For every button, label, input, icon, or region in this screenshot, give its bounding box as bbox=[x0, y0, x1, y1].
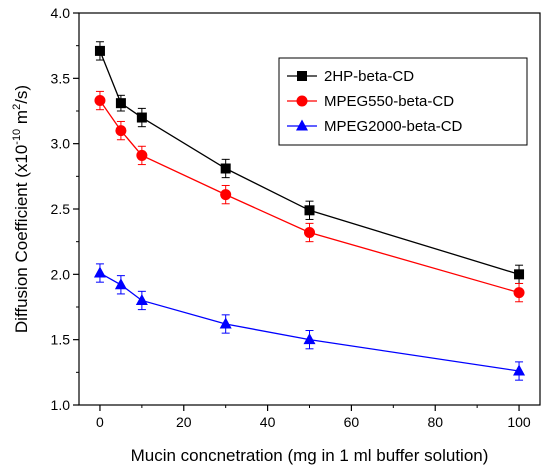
y-tick-label-4: 3.0 bbox=[51, 136, 71, 152]
data-point bbox=[135, 293, 148, 305]
x-tick-label-3: 60 bbox=[344, 414, 360, 430]
series-layer bbox=[93, 41, 526, 381]
x-tick-label-2: 40 bbox=[260, 414, 276, 430]
y-axis-title-end: /s) bbox=[12, 85, 31, 104]
legend: 2HP-beta-CD MPEG550-beta-CD MPEG2000-beta-… bbox=[278, 57, 528, 146]
x-tick-label-4: 80 bbox=[427, 414, 443, 430]
data-point bbox=[220, 163, 231, 174]
legend-label-2: MPEG2000-beta-CD bbox=[324, 118, 463, 135]
y-axis-title-unit: m bbox=[12, 110, 31, 129]
x-tick-label-0: 0 bbox=[96, 414, 104, 430]
data-point bbox=[219, 317, 232, 329]
data-point bbox=[514, 269, 525, 280]
y-tick-label-2: 2.0 bbox=[51, 266, 71, 282]
legend-marker-1 bbox=[296, 95, 308, 107]
y-tick-label-5: 3.5 bbox=[51, 70, 71, 86]
legend-marker-2 bbox=[296, 119, 308, 131]
data-point bbox=[115, 98, 126, 109]
y-axis-title: Diffusion Coefficient (x10-10 m2/s) bbox=[11, 85, 31, 333]
data-point bbox=[115, 125, 127, 137]
legend-marker-0 bbox=[297, 71, 307, 81]
data-point bbox=[94, 45, 105, 56]
y-axis-title-main: Diffusion Coefficient (x10 bbox=[12, 145, 31, 333]
y-axis-title-unit-exp: 2 bbox=[11, 104, 23, 110]
x-axis-title: Mucin concnetration (mg in 1 ml buffer s… bbox=[131, 446, 489, 465]
legend-item-0: 2HP-beta-CD bbox=[287, 68, 414, 85]
data-point bbox=[303, 333, 316, 345]
legend-label-1: MPEG550-beta-CD bbox=[324, 93, 454, 110]
series-0 bbox=[94, 41, 525, 284]
series-line-1 bbox=[99, 100, 520, 294]
data-point bbox=[513, 287, 525, 299]
y-tick-label-1: 1.5 bbox=[51, 332, 71, 348]
y-tick-label-3: 2.5 bbox=[51, 201, 71, 217]
data-point bbox=[136, 112, 147, 123]
data-point bbox=[304, 205, 315, 216]
y-axis-title-exp: -10 bbox=[11, 129, 23, 145]
legend-box bbox=[278, 57, 528, 146]
data-point bbox=[136, 149, 148, 161]
series-line-0 bbox=[99, 50, 520, 275]
y-tick-label-6: 4.0 bbox=[51, 5, 71, 21]
y-axis: 1.0 1.5 2.0 2.5 3.0 3.5 4.0 bbox=[51, 5, 79, 413]
data-point bbox=[513, 364, 526, 376]
x-axis: 0 20 40 60 80 100 bbox=[96, 405, 531, 430]
series-1 bbox=[94, 90, 525, 303]
legend-item-2: MPEG2000-beta-CD bbox=[287, 118, 463, 135]
data-point bbox=[93, 266, 106, 278]
x-tick-label-1: 20 bbox=[176, 414, 192, 430]
data-point bbox=[220, 189, 232, 201]
data-point bbox=[94, 95, 106, 107]
legend-items: 2HP-beta-CD MPEG550-beta-CD MPEG2000-beta-… bbox=[287, 68, 463, 135]
x-tick-label-5: 100 bbox=[507, 414, 531, 430]
series-line-2 bbox=[99, 272, 520, 372]
legend-item-1: MPEG550-beta-CD bbox=[287, 93, 454, 110]
legend-label-0: 2HP-beta-CD bbox=[324, 68, 414, 85]
data-point bbox=[114, 278, 127, 290]
data-point bbox=[304, 227, 315, 239]
y-tick-label-0: 1.0 bbox=[51, 397, 71, 413]
series-2 bbox=[93, 263, 526, 381]
